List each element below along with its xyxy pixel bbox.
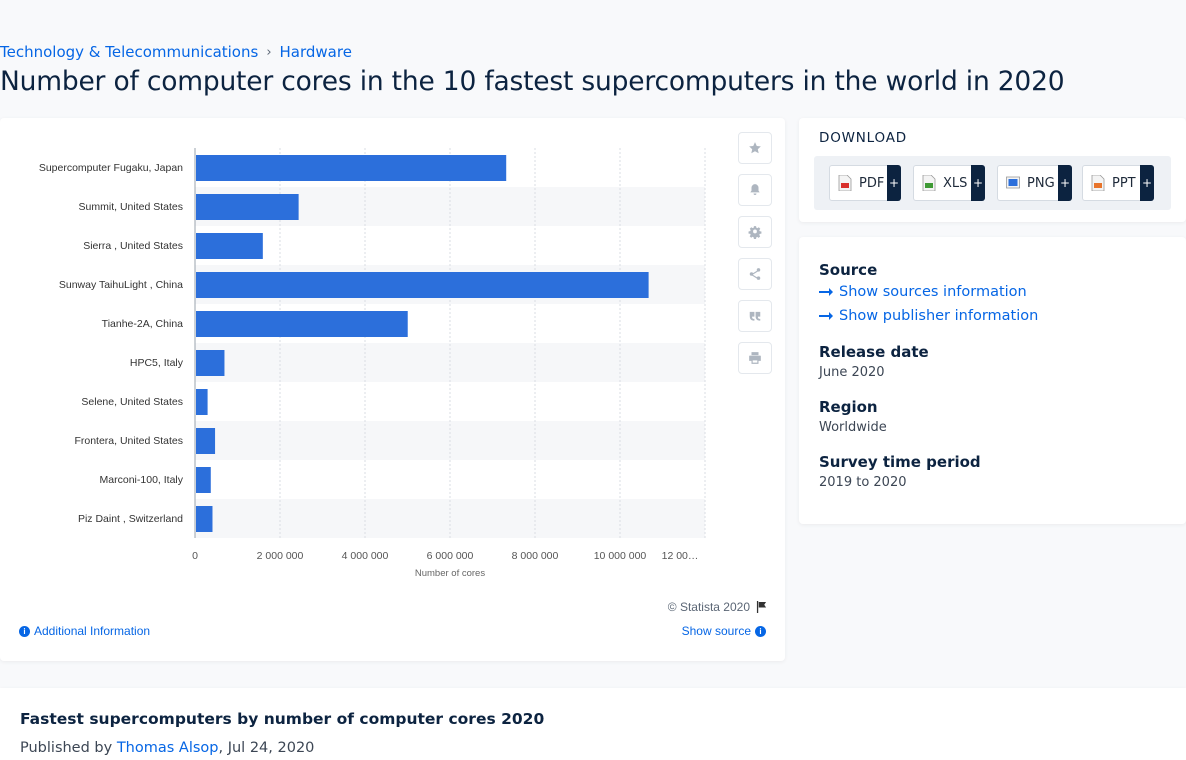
survey-period-value: 2019 to 2020 <box>819 475 907 490</box>
category-label: Piz Daint , Switzerland <box>78 513 183 525</box>
x-tick-label: 6 000 000 <box>427 550 474 562</box>
category-label: Summit, United States <box>79 201 183 213</box>
bell-icon <box>750 184 760 195</box>
show-source-label: Show source <box>681 624 751 638</box>
download-pdf-button[interactable]: PDF + <box>829 165 901 201</box>
category-label: Frontera, United States <box>74 435 183 447</box>
bar[interactable] <box>196 467 211 493</box>
gear-icon <box>748 226 762 239</box>
print-icon <box>749 352 761 364</box>
release-date-label: Release date <box>819 343 929 361</box>
show-source-link[interactable]: Show source i <box>682 624 766 638</box>
x-axis-label: Number of cores <box>415 568 485 579</box>
x-tick-label: 2 000 000 <box>257 550 304 562</box>
breadcrumb: Technology & Telecommunications › Hardwa… <box>0 43 352 61</box>
show-sources-label: Show sources information <box>839 284 1027 300</box>
bar[interactable] <box>196 155 507 181</box>
source-label: Source <box>819 261 878 279</box>
bar[interactable] <box>196 506 213 532</box>
print-button[interactable] <box>738 342 772 374</box>
category-label: Sunway TaihuLight , China <box>59 279 183 291</box>
bar[interactable] <box>196 194 299 220</box>
additional-info-link[interactable]: i Additional Information <box>19 624 150 638</box>
pdf-plus: + <box>887 165 901 201</box>
download-card: DOWNLOAD PDF + XLS + PNG + PPT + <box>799 118 1186 222</box>
bar[interactable] <box>196 389 208 415</box>
author-link[interactable]: Thomas Alsop <box>116 740 219 756</box>
region-value: Worldwide <box>819 420 887 435</box>
category-label: Tianhe-2A, China <box>102 318 183 330</box>
favorite-button[interactable] <box>738 132 772 164</box>
x-tick-label: 0 <box>192 550 198 562</box>
share-button[interactable] <box>738 258 772 290</box>
xls-file-icon <box>922 175 936 191</box>
show-sources-link[interactable]: Show sources information <box>819 284 1027 300</box>
published-prefix: Published by <box>20 740 117 756</box>
bar[interactable] <box>196 233 263 259</box>
x-tick-label: 8 000 000 <box>512 550 559 562</box>
description-card: Fastest supercomputers by number of comp… <box>0 688 1186 760</box>
show-publisher-label: Show publisher information <box>839 308 1039 324</box>
x-tick-label: 12 00… <box>662 550 699 562</box>
png-file-icon <box>1006 176 1020 189</box>
copyright-text: © Statista 2020 <box>667 600 750 614</box>
png-plus: + <box>1058 165 1072 201</box>
x-tick-label: 4 000 000 <box>342 550 389 562</box>
quote-icon <box>749 311 761 321</box>
page-title: Number of computer cores in the 10 faste… <box>0 66 1065 97</box>
download-png-button[interactable]: PNG + <box>997 165 1072 201</box>
flag-icon[interactable] <box>756 601 767 613</box>
star-icon <box>749 142 761 154</box>
cite-button[interactable] <box>738 300 772 332</box>
bar[interactable] <box>196 272 649 298</box>
download-ppt-button[interactable]: PPT + <box>1082 165 1154 201</box>
ppt-plus: + <box>1140 165 1154 201</box>
show-publisher-link[interactable]: Show publisher information <box>819 308 1038 324</box>
download-pdf-label: PDF <box>859 175 885 191</box>
breadcrumb-subcategory-link[interactable]: Hardware <box>279 43 352 61</box>
chart-toolbar <box>738 132 772 384</box>
bar[interactable] <box>196 311 408 337</box>
download-strip: PDF + XLS + PNG + PPT + <box>814 156 1171 210</box>
download-png-label: PNG <box>1027 175 1055 191</box>
settings-button[interactable] <box>738 216 772 248</box>
statistic-details-card: Source Show sources information Show pub… <box>799 237 1186 524</box>
x-tick-label: 10 000 000 <box>594 550 647 562</box>
region-label: Region <box>819 398 878 416</box>
breadcrumb-category-link[interactable]: Technology & Telecommunications <box>0 43 259 61</box>
info-icon: i <box>755 625 766 637</box>
chart-card: Supercomputer Fugaku, Japan Summit, Unite… <box>0 118 785 661</box>
copyright: © Statista 2020 <box>668 600 767 614</box>
description-title: Fastest supercomputers by number of comp… <box>20 710 545 728</box>
category-label: Selene, United States <box>81 396 183 408</box>
category-label: HPC5, Italy <box>130 357 184 369</box>
info-icon: i <box>19 625 30 637</box>
published-by: Published by Thomas Alsop, Jul 24, 2020 <box>20 740 314 756</box>
survey-period-label: Survey time period <box>819 453 981 471</box>
category-label: Sierra , United States <box>83 240 183 252</box>
xls-plus: + <box>971 165 985 201</box>
arrow-right-icon <box>819 312 833 320</box>
category-label: Marconi-100, Italy <box>100 474 184 486</box>
arrow-right-icon <box>819 288 833 296</box>
category-label: Supercomputer Fugaku, Japan <box>39 162 183 174</box>
published-date: , Jul 24, 2020 <box>218 740 315 756</box>
share-icon <box>749 268 761 280</box>
download-xls-label: XLS <box>943 175 968 191</box>
bar[interactable] <box>196 350 225 376</box>
notification-button[interactable] <box>738 174 772 206</box>
additional-info-label: Additional Information <box>34 624 151 638</box>
bar-chart: Supercomputer Fugaku, Japan Summit, Unite… <box>39 148 706 579</box>
ppt-file-icon <box>1091 175 1105 191</box>
download-xls-button[interactable]: XLS + <box>913 165 985 201</box>
release-date-value: June 2020 <box>819 365 885 380</box>
pdf-file-icon <box>838 175 852 191</box>
download-ppt-label: PPT <box>1112 175 1136 191</box>
breadcrumb-separator: › <box>266 44 272 60</box>
bar[interactable] <box>196 428 216 454</box>
download-title: DOWNLOAD <box>819 130 907 146</box>
